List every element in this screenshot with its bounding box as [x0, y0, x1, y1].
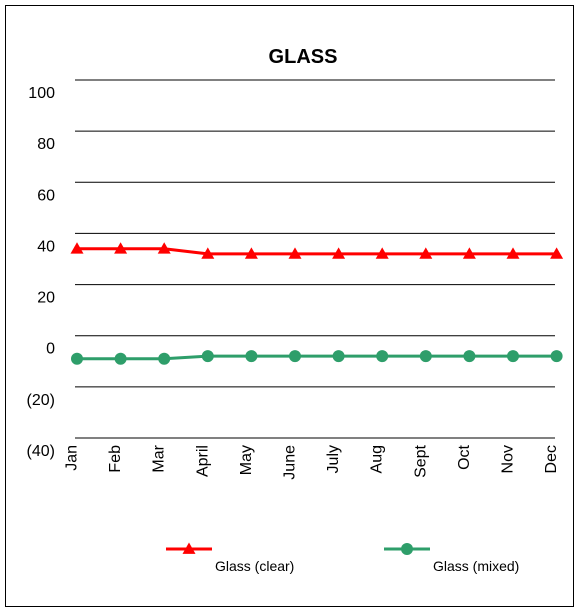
data-point: [114, 242, 128, 254]
data-point: [507, 350, 519, 363]
x-tick-label: Oct: [456, 444, 473, 469]
data-point: [158, 352, 171, 365]
data-point: [244, 247, 258, 259]
data-point: [70, 242, 84, 254]
legend-label: Glass (clear): [215, 558, 294, 574]
x-tick-label: Feb: [107, 445, 124, 473]
series-line: [77, 354, 557, 361]
data-point: [289, 350, 301, 363]
data-point: [201, 350, 214, 363]
legend-marker: [401, 543, 413, 555]
x-tick-label: Dec: [543, 445, 560, 473]
data-point: [157, 242, 171, 254]
series-layer: [70, 242, 564, 365]
y-tick-label: 40: [37, 238, 55, 255]
y-tick-label: 20: [37, 290, 55, 307]
data-point: [201, 247, 215, 259]
y-axis: (40) (20) 0 20 40 60 80 100: [27, 85, 56, 460]
data-point: [71, 352, 83, 365]
x-tick-label: Mar: [151, 444, 168, 472]
legend-label: Glass (mixed): [433, 558, 519, 574]
legend-marker: [182, 542, 196, 554]
y-tick-label: 100: [28, 85, 55, 102]
x-tick-label: May: [238, 445, 255, 475]
x-tick-label: Jan: [64, 445, 81, 471]
x-tick-label: June: [282, 445, 299, 480]
series-line: [77, 247, 557, 256]
data-point: [550, 350, 563, 363]
data-point: [419, 350, 432, 363]
chart-frame: [5, 5, 574, 607]
chart-title: GLASS: [269, 46, 338, 68]
data-point: [332, 247, 346, 259]
x-tick-label: July: [325, 445, 342, 473]
x-tick-label: April: [194, 445, 211, 477]
y-tick-label: 80: [37, 136, 55, 153]
data-point: [419, 247, 433, 259]
data-point: [462, 247, 476, 259]
data-point: [376, 350, 389, 363]
data-point: [288, 247, 302, 259]
data-point: [506, 247, 520, 259]
data-point: [375, 247, 389, 259]
x-axis: Jan Feb Mar April May June July Aug Sept Oct Nov De…: [64, 444, 561, 479]
data-point: [245, 350, 258, 363]
y-tick-label: 0: [46, 341, 55, 358]
data-point: [550, 247, 564, 259]
data-point: [332, 350, 345, 363]
y-tick-label: (40): [27, 443, 55, 460]
data-point: [463, 350, 476, 363]
y-tick-label: (20): [27, 392, 55, 409]
y-tick-label: 60: [37, 187, 55, 204]
x-tick-label: Sept: [412, 444, 429, 477]
x-tick-label: Aug: [369, 445, 386, 473]
grid: [75, 79, 555, 439]
data-point: [114, 352, 127, 365]
x-tick-label: Nov: [500, 445, 517, 473]
legend: Glass (clear) Glass (mixed): [166, 542, 519, 574]
